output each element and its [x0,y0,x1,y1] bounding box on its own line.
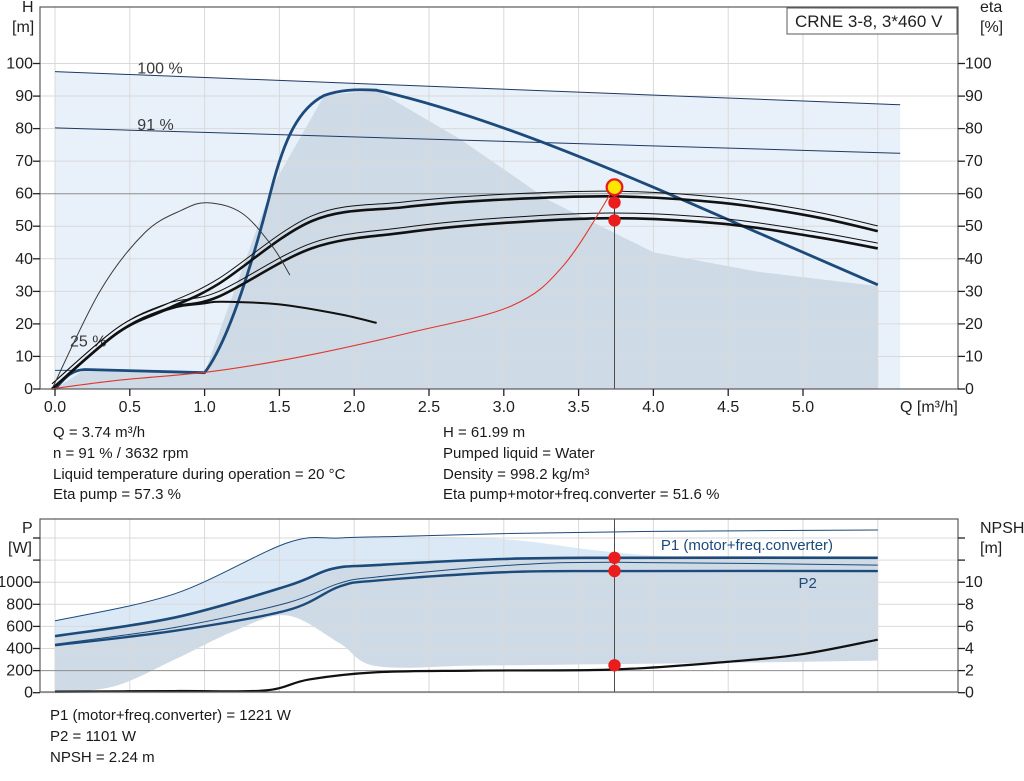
svg-text:[m]: [m] [980,540,1002,557]
svg-text:0: 0 [24,381,33,398]
svg-text:CRNE 3-8, 3*460 V: CRNE 3-8, 3*460 V [795,12,943,31]
svg-text:90: 90 [965,88,983,105]
svg-text:4.5: 4.5 [717,399,739,416]
svg-text:80: 80 [15,121,33,138]
svg-text:100: 100 [6,56,33,73]
svg-text:20: 20 [15,316,33,333]
svg-text:4.0: 4.0 [642,399,664,416]
svg-text:0.5: 0.5 [119,399,141,416]
svg-text:60: 60 [15,186,33,203]
svg-text:200: 200 [6,663,33,680]
svg-text:5.0: 5.0 [792,399,814,416]
svg-text:2: 2 [965,663,974,680]
svg-text:2.5: 2.5 [418,399,440,416]
svg-text:0: 0 [965,685,974,702]
svg-text:2.0: 2.0 [343,399,365,416]
svg-text:3.5: 3.5 [567,399,589,416]
svg-text:[W]: [W] [8,540,32,557]
svg-text:[%]: [%] [980,19,1003,36]
svg-text:80: 80 [965,121,983,138]
svg-text:6: 6 [965,618,974,635]
svg-text:70: 70 [15,153,33,170]
svg-text:70: 70 [965,153,983,170]
svg-text:800: 800 [6,596,33,613]
svg-text:P: P [22,520,33,537]
svg-text:20: 20 [965,316,983,333]
svg-text:50: 50 [965,218,983,235]
svg-text:[m]: [m] [12,19,34,36]
svg-text:25 %: 25 % [70,334,106,351]
svg-text:eta: eta [980,0,1002,16]
svg-text:30: 30 [965,283,983,300]
svg-text:40: 40 [965,251,983,268]
svg-text:P1 (motor+freq.converter): P1 (motor+freq.converter) [661,537,833,554]
svg-text:8: 8 [965,596,974,613]
svg-text:1.0: 1.0 [193,399,215,416]
svg-text:50: 50 [15,218,33,235]
svg-text:4: 4 [965,641,974,658]
svg-text:10: 10 [965,348,983,365]
svg-text:400: 400 [6,641,33,658]
svg-text:40: 40 [15,251,33,268]
svg-text:1000: 1000 [0,574,33,591]
svg-text:90: 90 [15,88,33,105]
svg-text:10: 10 [965,574,983,591]
svg-text:H: H [22,0,34,16]
svg-text:0: 0 [965,381,974,398]
svg-text:0.0: 0.0 [44,399,66,416]
svg-text:100 %: 100 % [137,60,182,77]
svg-text:1.5: 1.5 [268,399,290,416]
svg-text:30: 30 [15,283,33,300]
svg-text:91 %: 91 % [137,117,173,134]
svg-text:NPSH: NPSH [980,520,1024,537]
svg-text:Q [m³/h]: Q [m³/h] [900,399,958,416]
svg-text:0: 0 [24,685,33,702]
svg-text:100: 100 [965,56,992,73]
svg-text:P2: P2 [799,575,817,592]
svg-text:3.0: 3.0 [493,399,515,416]
svg-text:10: 10 [15,348,33,365]
svg-text:600: 600 [6,618,33,635]
svg-text:60: 60 [965,186,983,203]
